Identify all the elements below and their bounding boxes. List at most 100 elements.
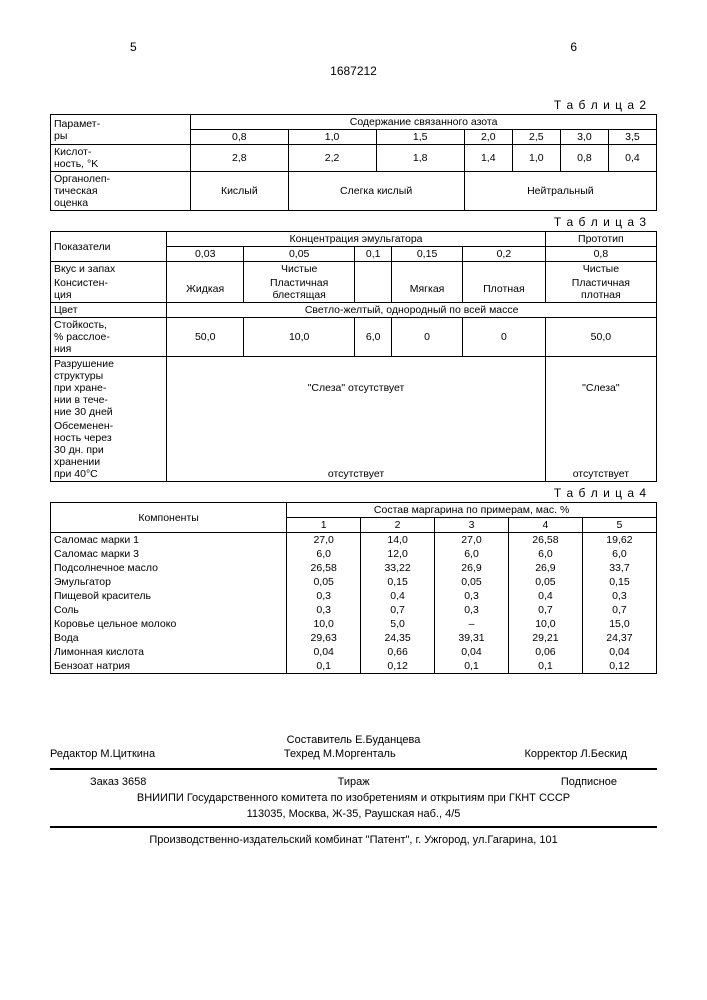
t3-cv1: Пластичная блестящая [244, 276, 355, 303]
t4-cell: 0,4 [508, 589, 582, 603]
t2-c3: 2,0 [464, 130, 512, 145]
t2-r1-name: Органолеп- тическая оценка [51, 172, 191, 211]
t4-group-head: Состав маргарина по примерам, мас. % [287, 503, 657, 518]
t4-row-name: Коровье цельное молоко [51, 617, 287, 631]
t4-cell: 33,7 [582, 561, 656, 575]
t2-r1-s0: Кислый [191, 172, 288, 211]
t4-cell: 6,0 [508, 547, 582, 561]
t4-cell: 0,7 [582, 603, 656, 617]
t4-cell: 0,7 [508, 603, 582, 617]
t4-row: Бензоат натрия0,10,120,10,10,12 [51, 659, 657, 674]
t4-row-name: Саломас марки 1 [51, 533, 287, 548]
t3-sv0: 50,0 [167, 318, 244, 357]
t3-param-head: Показатели [51, 232, 167, 262]
t4-row-name: Эмульгатор [51, 575, 287, 589]
t4-row: Лимонная кислота0,040,660,040,060,04 [51, 645, 657, 659]
t4-cell: 0,12 [582, 659, 656, 674]
t3-destr-val: "Слеза" отсутствует [167, 357, 545, 420]
t3-c2: 0,1 [355, 247, 392, 262]
t3-proto-col: 0,8 [545, 247, 656, 262]
t4-cell: 6,0 [435, 547, 509, 561]
t3-chistye2: Чистые [545, 262, 656, 277]
t4-cell: 39,31 [435, 631, 509, 645]
t2-group-head: Содержание связанного азота [191, 115, 657, 130]
t3-c0: 0,03 [167, 247, 244, 262]
t2-r0-v3: 1,4 [464, 145, 512, 172]
t3-cv4: Плотная [463, 276, 546, 303]
t4-cell: 19,62 [582, 533, 656, 548]
t3-cv0: Жидкая [167, 276, 244, 303]
t4-cell: 0,3 [287, 603, 361, 617]
page-left: 5 [130, 40, 137, 54]
t3-color-val: Светло-желтый, однородный по всей массе [167, 303, 657, 318]
t4-cell: 0,04 [287, 645, 361, 659]
t4-cell: 0,1 [435, 659, 509, 674]
t4-cell: 6,0 [582, 547, 656, 561]
t4-cell: 26,58 [508, 533, 582, 548]
order: Заказ 3658 [90, 776, 146, 788]
t3-c4: 0,2 [463, 247, 546, 262]
prod-line: Производственно-издательский комбинат "П… [50, 834, 657, 846]
table4-label: Т а б л и ц а 4 [50, 486, 647, 500]
t4-cell: 29,21 [508, 631, 582, 645]
t2-row-acid: Кислот- ность, °K 2,8 2,2 1,8 1,4 1,0 0,… [51, 145, 657, 172]
t4-c1: 2 [361, 518, 435, 533]
t4-param-head: Компоненты [51, 503, 287, 533]
table2: Парамет- ры Содержание связанного азота … [50, 114, 657, 211]
t2-c5: 3,0 [560, 130, 608, 145]
t4-cell: 24,37 [582, 631, 656, 645]
t3-cv5: Пластичная плотная [545, 276, 656, 303]
t4-c2: 3 [435, 518, 509, 533]
t2-param-head: Парамет- ры [51, 115, 191, 145]
t4-cell: 26,58 [287, 561, 361, 575]
t4-cell: 0,1 [508, 659, 582, 674]
t2-c2: 1,5 [376, 130, 464, 145]
podpis: Подписное [561, 776, 617, 788]
t4-cell: – [435, 617, 509, 631]
t4-cell: 0,1 [287, 659, 361, 674]
t3-sv2: 6,0 [355, 318, 392, 357]
t4-row: Саломас марки 36,012,06,06,06,0 [51, 547, 657, 561]
t3-seed-val: отсутствует [167, 419, 545, 482]
t3-chistye1: Чистые [244, 262, 355, 277]
compiler: Составитель Е.Буданцева [50, 734, 657, 746]
t4-row-name: Подсолнечное масло [51, 561, 287, 575]
t3-sv5: 50,0 [545, 318, 656, 357]
table3: Показатели Концентрация эмульгатора Прот… [50, 231, 657, 482]
t4-cell: 10,0 [508, 617, 582, 631]
t3-color: Цвет [51, 303, 167, 318]
t4-cell: 26,9 [435, 561, 509, 575]
t4-cell: 0,05 [287, 575, 361, 589]
t4-cell: 0,12 [361, 659, 435, 674]
t4-cell: 0,4 [361, 589, 435, 603]
corrector: Корректор Л.Бескид [524, 748, 627, 760]
t4-row: Подсолнечное масло26,5833,2226,926,933,7 [51, 561, 657, 575]
t2-r0-name: Кислот- ность, °K [51, 145, 191, 172]
t3-c3: 0,15 [392, 247, 463, 262]
t2-r0-v1: 2,2 [288, 145, 376, 172]
t2-c1: 1,0 [288, 130, 376, 145]
t3-seed: Обсеменен- ность через 30 дн. при хранен… [51, 419, 167, 482]
t4-cell: 0,3 [287, 589, 361, 603]
t4-row-name: Лимонная кислота [51, 645, 287, 659]
t3-sv1: 10,0 [244, 318, 355, 357]
t4-cell: 0,3 [582, 589, 656, 603]
t2-r0-v2: 1,8 [376, 145, 464, 172]
table4: Компоненты Состав маргарина по примерам,… [50, 502, 657, 674]
t4-c4: 5 [582, 518, 656, 533]
t3-consist: Консистен- ция [51, 276, 167, 303]
t3-group-head: Концентрация эмульгатора [167, 232, 545, 247]
t2-c4: 2,5 [512, 130, 560, 145]
t2-r0-v0: 2,8 [191, 145, 288, 172]
tehred: Техред М.Моргенталь [284, 748, 396, 760]
t4-row: Коровье цельное молоко10,05,0–10,015,0 [51, 617, 657, 631]
editor: Редактор М.Циткина [50, 748, 155, 760]
t4-cell: 26,9 [508, 561, 582, 575]
t4-cell: 0,04 [435, 645, 509, 659]
t4-row: Эмульгатор0,050,150,050,050,15 [51, 575, 657, 589]
t3-sv4: 0 [463, 318, 546, 357]
t2-c0: 0,8 [191, 130, 288, 145]
t4-row-name: Бензоат натрия [51, 659, 287, 674]
institute2: 113035, Москва, Ж-35, Раушская наб., 4/5 [50, 808, 657, 820]
t3-taste: Вкус и запах [51, 262, 167, 277]
